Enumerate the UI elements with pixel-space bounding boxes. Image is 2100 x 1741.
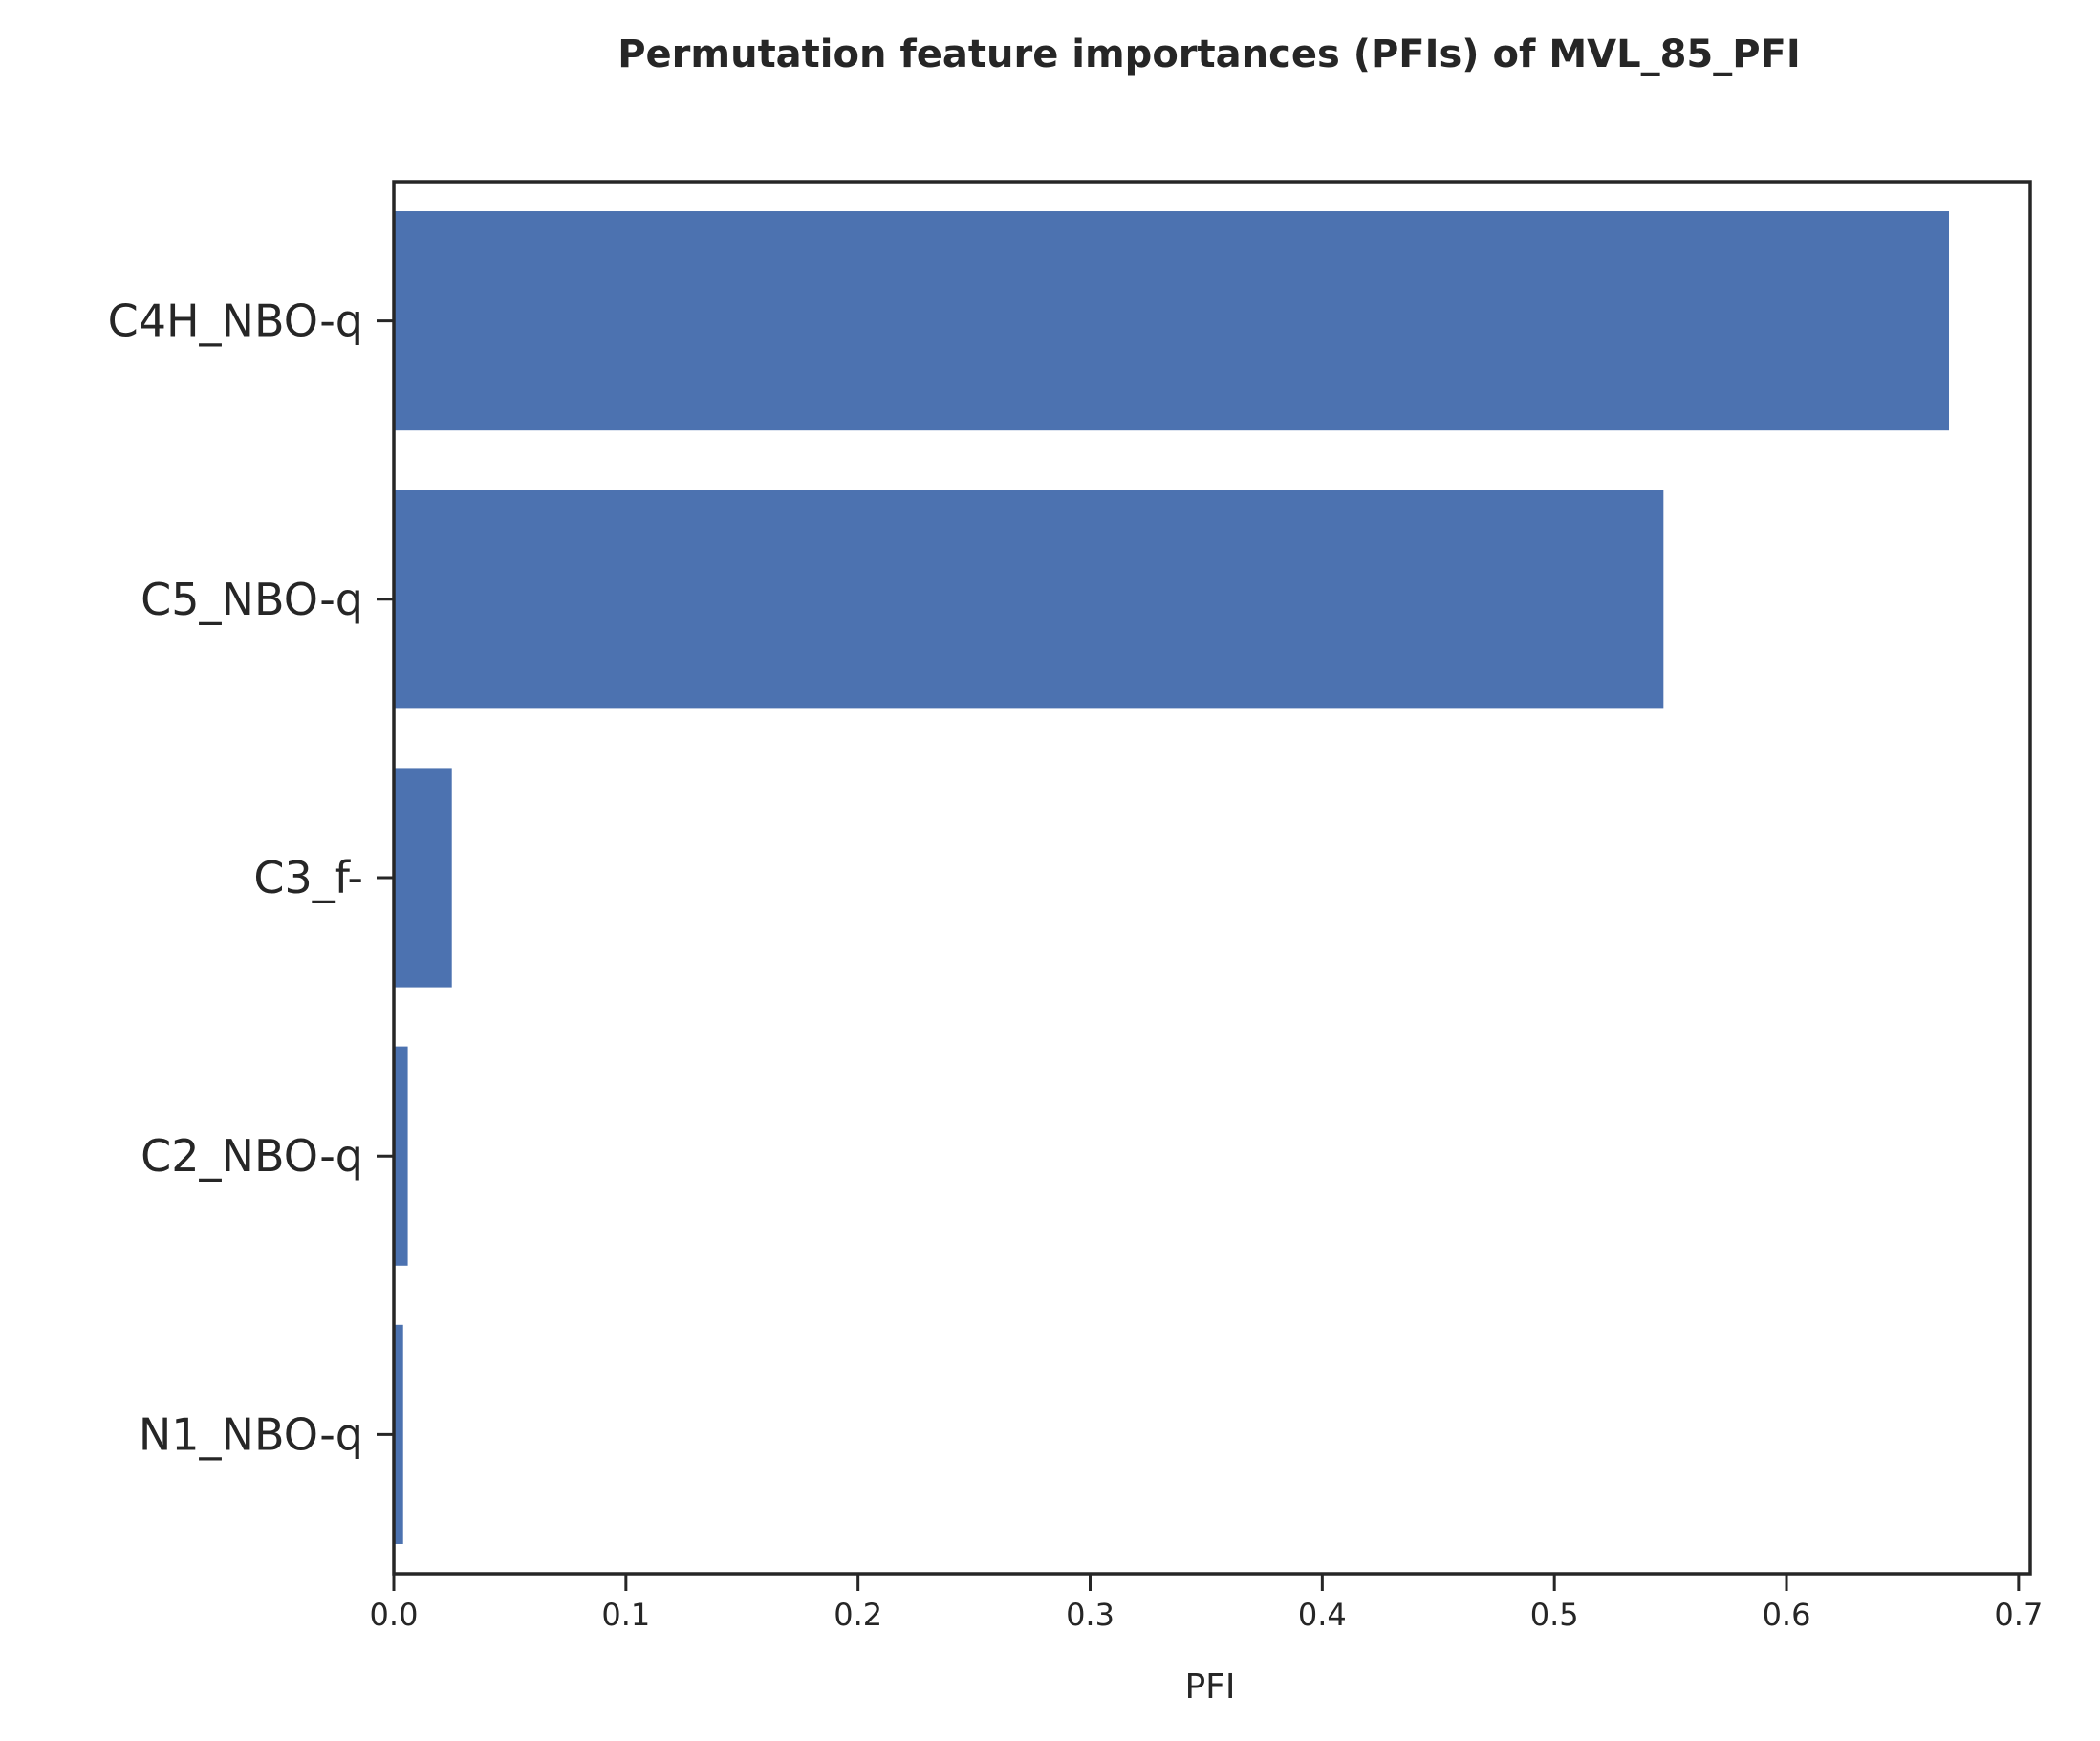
y-tick-label: C3_f- (253, 852, 363, 903)
x-axis: 0.0 0.1 0.2 0.3 0.4 0.5 0.6 0.7 (370, 1574, 2043, 1633)
bar-C3_f- (394, 768, 452, 988)
chart-title: Permutation feature importances (PFIs) o… (617, 33, 1801, 76)
y-tick-label: N1_NBO-q (139, 1408, 363, 1460)
bar-C2_NBO-q (394, 1046, 408, 1266)
bar-C5_NBO-q (394, 490, 1664, 709)
y-axis: C4H_NBO-q C5_NBO-q C3_f- C2_NBO-q N1_NBO-q (108, 295, 394, 1460)
y-tick-label: C5_NBO-q (141, 574, 363, 625)
y-tick-label: C2_NBO-q (141, 1130, 363, 1182)
bar-C4H_NBO-q (394, 211, 1950, 431)
x-tick-label: 0.1 (601, 1597, 650, 1633)
x-tick-label: 0.7 (1994, 1597, 2043, 1633)
y-tick-label: C4H_NBO-q (108, 295, 363, 347)
bar-N1_NBO-q (394, 1324, 403, 1544)
x-tick-label: 0.6 (1763, 1597, 1811, 1633)
bars-group (394, 211, 1950, 1544)
x-axis-label: PFI (1184, 1667, 1235, 1707)
x-tick-label: 0.3 (1066, 1597, 1115, 1633)
plot-frame (392, 180, 2032, 1576)
x-tick-label: 0.4 (1298, 1597, 1347, 1633)
x-tick-label: 0.5 (1530, 1597, 1579, 1633)
x-tick-label: 0.2 (834, 1597, 882, 1633)
x-tick-label: 0.0 (370, 1597, 419, 1633)
